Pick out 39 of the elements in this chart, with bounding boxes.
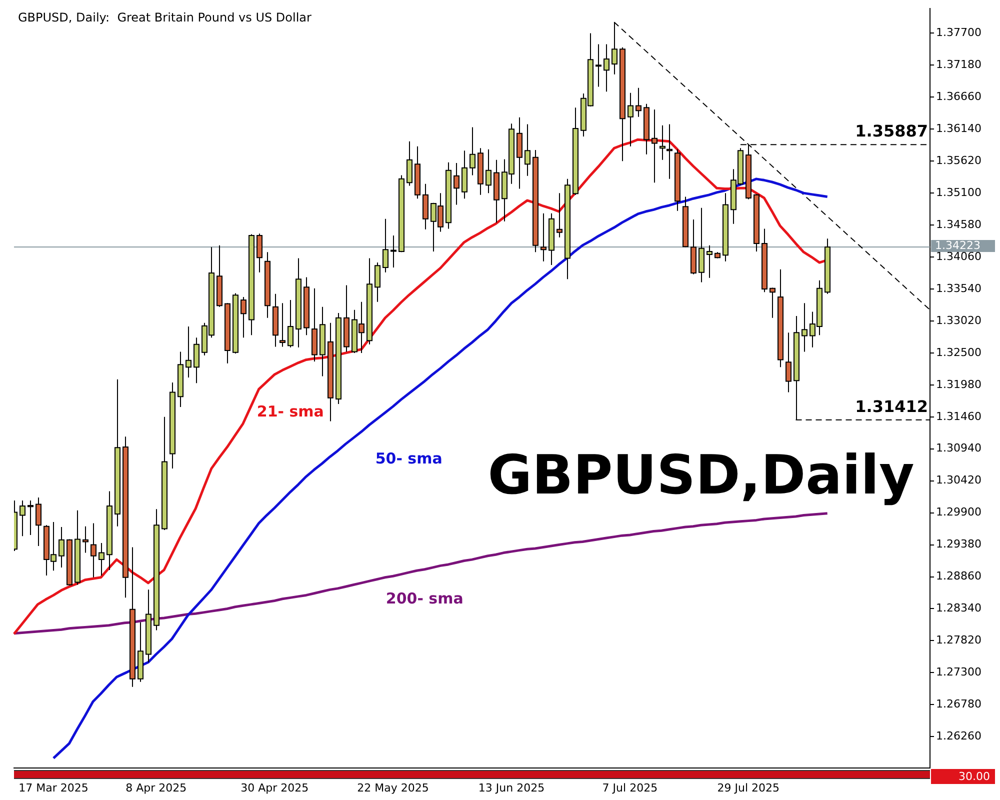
- y-tick-label: 1.35100: [936, 186, 982, 199]
- y-tick-label: 1.26260: [936, 730, 982, 742]
- x-tick-label: 17 Mar 2025: [18, 781, 88, 794]
- y-tick-label: 1.26780: [936, 698, 982, 711]
- y-tick-label: 1.37700: [936, 26, 982, 40]
- y-tick-label: 1.30940: [936, 442, 982, 455]
- y-tick-label: 1.27820: [936, 634, 982, 647]
- x-tick-label: 30 Apr 2025: [240, 781, 309, 794]
- chart-title: GBPUSD, Daily: Great Britain Pound vs US Dollar: [18, 10, 312, 25]
- ref-line-label: 1.34223: [935, 238, 980, 252]
- series-label: 21- sma: [256, 402, 324, 420]
- annotation: GBPUSD,Daily: [488, 443, 914, 506]
- x-tick-label: 13 Jun 2025: [478, 781, 545, 794]
- y-tick-label: 1.28860: [936, 570, 982, 583]
- y-tick-label: 1.29900: [936, 506, 982, 519]
- y-tick-label: 1.33020: [936, 314, 982, 327]
- x-tick-label: 22 May 2025: [357, 781, 429, 794]
- x-tick-label: 29 Jul 2025: [717, 781, 780, 794]
- x-tick-label: 7 Jul 2025: [602, 781, 658, 794]
- annotation: 1.31412: [855, 396, 928, 416]
- y-tick-label: 1.36660: [936, 90, 982, 104]
- y-tick-label: 1.29380: [936, 538, 982, 551]
- y-tick-label: 1.31980: [936, 378, 982, 391]
- y-tick-label: 1.28340: [936, 602, 982, 615]
- y-tick-label: 1.33540: [936, 282, 982, 295]
- y-tick-label: 1.32500: [936, 346, 982, 359]
- series-label: 50- sma: [375, 450, 442, 468]
- annotation: 1.35887: [855, 122, 928, 141]
- y-tick-label: 1.37180: [936, 58, 982, 72]
- y-tick-label: 1.31460: [936, 410, 982, 423]
- text: 30.00: [958, 770, 990, 783]
- x-tick-label: 8 Apr 2025: [126, 781, 187, 794]
- y-tick-label: 1.27300: [936, 666, 982, 679]
- y-tick-label: 1.34060: [936, 250, 982, 263]
- y-tick-label: 1.30420: [936, 474, 982, 487]
- series-label: 200- sma: [386, 589, 464, 608]
- y-tick-label: 1.35620: [936, 154, 982, 167]
- y-tick-label: 1.34580: [936, 218, 982, 231]
- y-tick-label: 1.36140: [936, 122, 982, 135]
